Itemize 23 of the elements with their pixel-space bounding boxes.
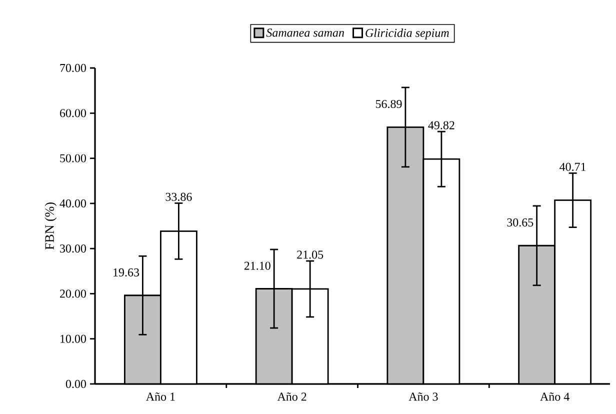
y-tick-label: 60.00: [60, 109, 86, 118]
y-tick-label: 0.00: [66, 380, 86, 388]
x-tick-label: Año 2: [277, 392, 306, 401]
data-label: 30.65: [507, 218, 534, 227]
x-tick-label: Año 1: [146, 392, 175, 401]
legend-label: Gliricidia sepium: [366, 28, 449, 40]
data-label: 33.86: [166, 192, 192, 201]
data-label: 56.89: [376, 100, 402, 108]
data-label: 21.05: [297, 250, 324, 259]
x-tick-label: Año 3: [408, 392, 438, 401]
x-tick-label: Año 4: [540, 392, 570, 401]
data-label: 40.71: [560, 162, 586, 171]
y-tick-label: 40.00: [60, 199, 86, 208]
y-axis-title: FBN (%): [44, 202, 57, 250]
legend-label: Samanea saman: [266, 28, 344, 37]
y-tick-label: 50.00: [60, 154, 86, 162]
data-label: 49.82: [428, 121, 454, 130]
data-label: 21.10: [244, 262, 270, 270]
y-tick-label: 70.00: [60, 64, 86, 72]
data-label: 19.63: [114, 268, 140, 277]
y-tick-label: 30.00: [60, 244, 86, 253]
y-tick-label: 10.00: [60, 334, 86, 343]
y-tick-label: 20.00: [60, 290, 86, 298]
